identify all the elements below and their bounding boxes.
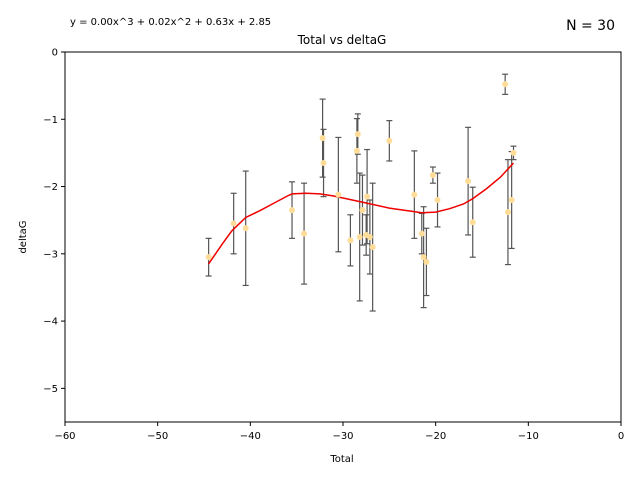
data-point xyxy=(420,254,427,261)
fit-line-layer xyxy=(207,162,515,265)
y-tick-label: −3 xyxy=(43,249,58,260)
data-point xyxy=(205,254,212,261)
x-ticks: −60 −50 −40 −30 −20 −10 0 xyxy=(54,422,624,442)
x-tick-label: 0 xyxy=(618,431,624,442)
data-point xyxy=(386,137,393,144)
data-point xyxy=(366,234,373,240)
plot-area xyxy=(64,51,622,423)
data-point xyxy=(319,135,326,142)
data-point xyxy=(510,149,517,156)
y-tick-label: −5 xyxy=(43,384,58,395)
points-layer xyxy=(205,81,517,265)
data-point xyxy=(502,81,509,88)
data-point xyxy=(504,209,511,216)
data-point xyxy=(434,197,441,203)
errorbars-layer xyxy=(205,73,517,312)
x-tick-label: −50 xyxy=(147,431,168,442)
data-point xyxy=(347,237,354,244)
data-point xyxy=(465,178,472,185)
x-tick-label: −20 xyxy=(425,431,446,442)
data-point xyxy=(364,193,371,200)
data-point xyxy=(369,244,376,251)
equation-label: y = 0.00x^3 + 0.02x^2 + 0.63x + 2.85 xyxy=(70,17,271,28)
y-tick-label: −1 xyxy=(43,115,58,126)
data-point xyxy=(230,220,237,227)
data-point xyxy=(301,230,308,237)
n-count-label: N = 30 xyxy=(566,18,615,34)
data-point xyxy=(242,225,249,232)
data-point xyxy=(429,172,436,179)
y-tick-label: 0 xyxy=(52,48,58,59)
y-axis-title: deltaG xyxy=(18,220,29,253)
data-point xyxy=(469,219,476,226)
data-point xyxy=(411,191,418,198)
data-point xyxy=(289,207,296,214)
data-point xyxy=(356,234,363,240)
x-tick-label: −10 xyxy=(518,431,539,442)
x-tick-label: −40 xyxy=(240,431,261,442)
x-tick-label: −60 xyxy=(54,431,75,442)
chart-title: Total vs deltaG xyxy=(297,33,387,47)
y-tick-label: −4 xyxy=(43,317,58,328)
x-axis-title: Total xyxy=(329,454,353,465)
y-tick-label: −2 xyxy=(43,182,58,193)
y-ticks: 0 −1 −2 −3 −4 −5 xyxy=(43,48,65,395)
x-tick-label: −30 xyxy=(332,431,353,442)
fit-line xyxy=(207,162,515,265)
data-point xyxy=(418,230,425,237)
data-point xyxy=(359,207,366,214)
data-point xyxy=(423,258,430,265)
data-point xyxy=(320,160,327,166)
data-point xyxy=(508,197,515,203)
plot-frame xyxy=(64,51,622,423)
data-point xyxy=(335,191,342,198)
data-point xyxy=(353,147,360,154)
data-point xyxy=(354,131,361,138)
